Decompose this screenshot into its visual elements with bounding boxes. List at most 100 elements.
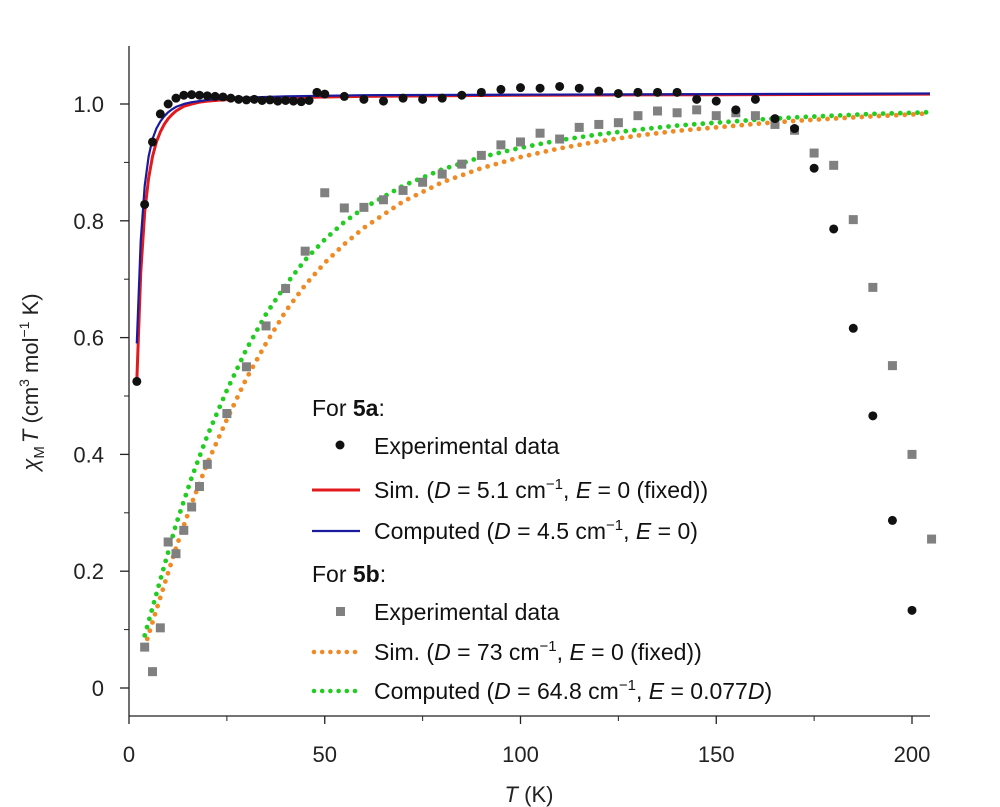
data-point bbox=[535, 128, 545, 138]
data-point bbox=[613, 88, 623, 98]
x-tick-label: 200 bbox=[894, 742, 931, 767]
data-point bbox=[829, 160, 839, 170]
data-point bbox=[672, 87, 682, 97]
data-point bbox=[171, 93, 181, 103]
data-point bbox=[809, 163, 819, 173]
data-point bbox=[711, 111, 721, 121]
data-point bbox=[140, 199, 150, 209]
series-sim5a bbox=[135, 92, 931, 382]
x-tick-label: 0 bbox=[123, 742, 135, 767]
data-point bbox=[147, 137, 157, 147]
data-point bbox=[418, 177, 428, 187]
data-point bbox=[516, 83, 525, 93]
series-sim5b bbox=[142, 110, 933, 650]
y-ticks: 0 0.2 0.4 0.6 0.8 1.0 bbox=[73, 92, 129, 701]
data-point bbox=[574, 122, 584, 132]
data-point bbox=[907, 449, 917, 459]
data-point bbox=[241, 362, 251, 372]
data-point bbox=[378, 96, 388, 106]
data-point bbox=[750, 111, 760, 121]
plot-frame bbox=[128, 46, 930, 717]
data-point bbox=[653, 87, 663, 97]
data-point bbox=[261, 321, 271, 331]
legend-comp-5a: Computed (D = 4.5 cm−1, E = 0) bbox=[374, 517, 698, 544]
data-point bbox=[202, 459, 212, 469]
data-point bbox=[868, 411, 878, 421]
data-point bbox=[770, 119, 780, 129]
data-point bbox=[155, 623, 165, 633]
y-tick-label: 0.8 bbox=[73, 209, 104, 234]
legend: For 5a: Experimental data Sim. (D = 5.1 … bbox=[311, 395, 772, 704]
series-comp5a bbox=[135, 92, 931, 344]
legend-sim-5a: Sim. (D = 5.1 cm−1, E = 0 (fixed)) bbox=[374, 476, 708, 503]
data-point bbox=[496, 84, 506, 94]
data-point bbox=[594, 86, 604, 96]
series-line bbox=[142, 109, 933, 638]
data-point bbox=[155, 109, 165, 119]
data-point bbox=[437, 93, 447, 103]
data-point bbox=[731, 105, 741, 115]
legend-group-5a: For 5a: bbox=[312, 395, 385, 421]
series-line bbox=[135, 92, 931, 382]
data-point bbox=[132, 376, 142, 386]
data-point bbox=[887, 361, 897, 371]
data-point bbox=[218, 92, 228, 102]
data-point bbox=[887, 515, 897, 525]
data-point bbox=[339, 203, 349, 213]
data-point bbox=[288, 96, 298, 106]
data-point bbox=[241, 95, 251, 105]
data-point bbox=[312, 87, 322, 97]
data-point bbox=[770, 114, 780, 124]
legend-comp-5b: Computed (D = 64.8 cm−1, E = 0.077D) bbox=[374, 677, 772, 704]
data-point bbox=[222, 409, 232, 419]
data-point bbox=[163, 99, 173, 109]
data-point bbox=[692, 94, 702, 104]
data-point bbox=[574, 83, 584, 93]
y-tick-label: 0.2 bbox=[73, 559, 104, 584]
data-point bbox=[194, 482, 204, 492]
legend-marker-exp-5b bbox=[336, 607, 345, 616]
data-point bbox=[249, 94, 259, 104]
data-point bbox=[555, 81, 565, 91]
data-point bbox=[476, 87, 486, 97]
y-tick-label: 1.0 bbox=[73, 92, 104, 117]
data-point bbox=[398, 185, 408, 195]
data-point bbox=[281, 95, 291, 105]
data-point bbox=[457, 90, 467, 100]
data-point bbox=[320, 89, 330, 99]
series-layer bbox=[132, 81, 937, 677]
series-exp5b bbox=[140, 105, 937, 677]
data-point bbox=[829, 224, 839, 234]
data-point bbox=[147, 667, 157, 677]
legend-sim-5b: Sim. (D = 73 cm−1, E = 0 (fixed)) bbox=[374, 638, 702, 665]
data-point bbox=[359, 94, 369, 104]
data-point bbox=[809, 148, 819, 158]
data-point bbox=[437, 169, 447, 179]
data-point bbox=[163, 537, 173, 547]
x-tick-label: 100 bbox=[502, 742, 539, 767]
data-point bbox=[398, 93, 408, 103]
data-point bbox=[179, 525, 189, 535]
data-point bbox=[848, 323, 858, 333]
x-tick-label: 50 bbox=[313, 742, 337, 767]
data-point bbox=[692, 105, 702, 115]
data-point bbox=[555, 134, 565, 144]
data-point bbox=[653, 106, 663, 116]
series-exp5a bbox=[132, 81, 917, 615]
data-point bbox=[476, 150, 486, 160]
y-tick-label: 0 bbox=[92, 676, 104, 701]
data-point bbox=[672, 108, 682, 118]
x-tick-label: 150 bbox=[698, 742, 735, 767]
data-point bbox=[633, 111, 643, 121]
data-point bbox=[194, 90, 204, 100]
legend-group-5b: For 5b: bbox=[312, 561, 386, 587]
data-point bbox=[378, 195, 388, 205]
data-point bbox=[907, 605, 917, 615]
x-axis-title: T (K) bbox=[505, 782, 554, 807]
data-point bbox=[210, 91, 220, 101]
data-point bbox=[234, 94, 244, 104]
data-point bbox=[418, 94, 428, 104]
data-point bbox=[848, 215, 858, 225]
data-point bbox=[320, 188, 330, 198]
